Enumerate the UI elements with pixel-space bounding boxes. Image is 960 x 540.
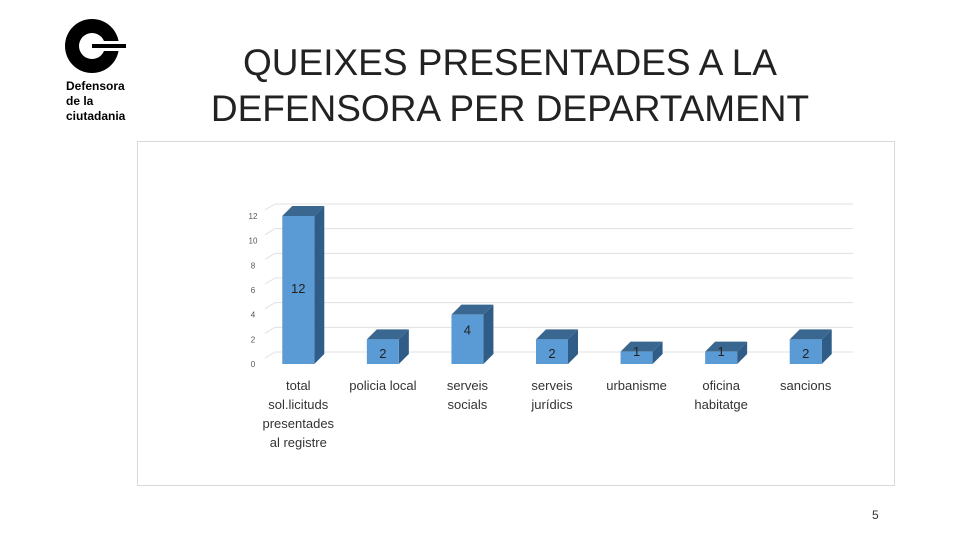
data-label: 4 bbox=[464, 323, 471, 338]
logo-text: Defensora de la ciutadania bbox=[66, 79, 125, 124]
bar-top bbox=[282, 206, 325, 216]
data-label: 12 bbox=[291, 281, 305, 296]
category-label: policia local bbox=[349, 378, 416, 393]
category-label: habitatge bbox=[694, 397, 748, 412]
slide-title-line-1: QUEIXES PRESENTADES A LA bbox=[243, 42, 777, 83]
y-tick-label: 2 bbox=[251, 335, 256, 344]
bar-side bbox=[568, 329, 578, 364]
y-tick-label: 0 bbox=[251, 360, 256, 369]
category-label: sol.licituds bbox=[268, 397, 328, 412]
category-label: total bbox=[286, 378, 311, 393]
bar-chart: 02468101212totalsol.licitudspresentadesa… bbox=[249, 203, 853, 450]
bar-side bbox=[314, 206, 325, 364]
bar bbox=[366, 339, 399, 364]
bar bbox=[789, 339, 822, 364]
bar-top bbox=[366, 329, 409, 340]
gridline-depth bbox=[264, 351, 276, 359]
gridline-depth bbox=[264, 302, 276, 310]
bar bbox=[282, 216, 315, 364]
bar-side bbox=[737, 341, 748, 364]
bar bbox=[620, 351, 653, 364]
y-tick-label: 6 bbox=[251, 286, 256, 295]
category-label: serveis bbox=[531, 378, 573, 393]
category-label: al registre bbox=[270, 435, 327, 450]
bar-top bbox=[620, 341, 663, 352]
bar bbox=[451, 314, 484, 364]
gridline-depth bbox=[264, 203, 276, 211]
bar-side bbox=[821, 329, 832, 364]
bar-side bbox=[398, 329, 409, 364]
category-label: presentades bbox=[263, 416, 335, 431]
category-label: socials bbox=[448, 397, 488, 412]
category-label: serveis bbox=[447, 378, 489, 393]
bar bbox=[705, 351, 738, 364]
category-label: jurídics bbox=[530, 397, 573, 412]
bar bbox=[536, 339, 568, 364]
bar-side bbox=[483, 304, 494, 364]
category-label: sancions bbox=[780, 378, 832, 393]
data-label: 2 bbox=[548, 346, 555, 361]
data-label: 2 bbox=[379, 346, 386, 361]
bar-top bbox=[536, 329, 578, 340]
gridline-depth bbox=[264, 326, 276, 334]
slide-title-line-2: DEFENSORA PER DEPARTAMENT bbox=[210, 88, 810, 129]
data-label: 1 bbox=[718, 344, 725, 359]
data-label: 2 bbox=[802, 346, 809, 361]
data-label: 1 bbox=[633, 344, 640, 359]
y-tick-label: 12 bbox=[249, 212, 258, 221]
category-label: oficina bbox=[702, 378, 740, 393]
logo-line-3: ciutadania bbox=[66, 109, 126, 123]
defensora-logo-icon bbox=[65, 19, 142, 73]
y-tick-label: 4 bbox=[251, 311, 256, 320]
logo-line-1: Defensora bbox=[66, 79, 125, 93]
y-tick-label: 8 bbox=[251, 261, 256, 270]
gridline-depth bbox=[264, 228, 276, 236]
gridline-depth bbox=[264, 252, 276, 260]
page-number: 5 bbox=[872, 508, 879, 522]
bar-side bbox=[652, 341, 663, 364]
slide-title: QUEIXES PRESENTADES A LA DEFENSORA PER D… bbox=[180, 40, 840, 132]
bar-top bbox=[451, 304, 494, 315]
bar-top bbox=[705, 341, 748, 352]
logo-line-2: de la bbox=[66, 94, 94, 108]
chart-frame: 0 2 4 6 8 10 12 12 total sol.licituds presentades a… bbox=[137, 141, 895, 486]
bar-top bbox=[789, 329, 832, 340]
gridline-depth bbox=[264, 277, 276, 285]
y-tick-label: 10 bbox=[249, 237, 258, 246]
category-label: urbanisme bbox=[606, 378, 667, 393]
